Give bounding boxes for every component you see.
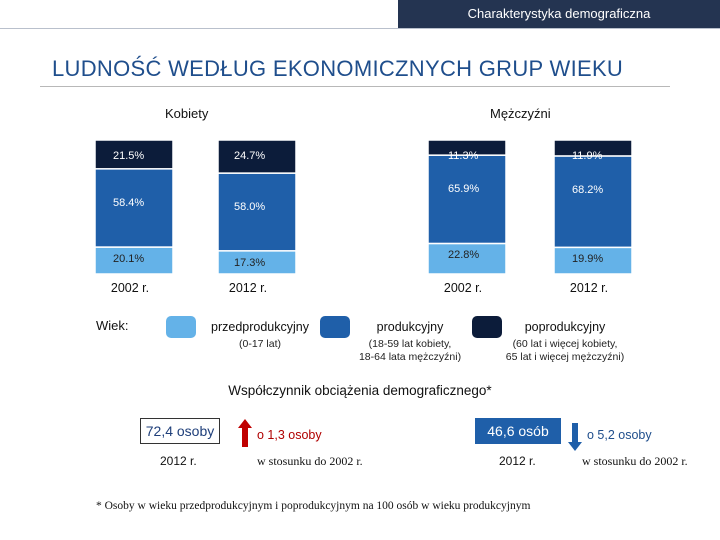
page-title: LUDNOŚĆ WEDŁUG EKONOMICZNYCH GRUP WIEKU	[52, 56, 624, 81]
legend-desc-pre: (0-17 lat)	[238, 338, 281, 350]
bar-label-men-2002-pre: 22.8%	[448, 249, 480, 262]
stacked-bar-chart	[94, 139, 633, 275]
men-dependency-compare: w stosunku do 2002 r.	[582, 454, 688, 468]
legend-name-pre: przedprodukcyjny	[211, 320, 309, 334]
title-divider	[40, 86, 670, 87]
legend-swatch-post	[472, 316, 502, 338]
bar-women-2002-pre	[94, 246, 174, 275]
header-divider	[0, 28, 720, 29]
bar-label-women-2012-post: 24.7%	[234, 150, 266, 162]
legend-swatch-working	[320, 316, 350, 338]
bar-label-men-2012-working: 68.2%	[572, 183, 604, 196]
legend-swatch-pre	[166, 316, 196, 338]
bar-men-2012-post	[553, 139, 633, 157]
legend-name-working: produkcyjny	[376, 320, 444, 334]
men-dependency-year: 2012 r.	[499, 454, 536, 468]
bar-label-women-2002-working: 58.4%	[113, 196, 145, 209]
arrow-up-icon	[238, 419, 252, 447]
bar-label-women-2002-post: 21.5%	[113, 150, 145, 162]
bar-women-2002-working	[94, 168, 174, 248]
dependency-ratio-title: Współczynnik obciążenia demograficznego*	[228, 383, 492, 398]
men-dependency-change: o 5,2 osoby	[587, 428, 652, 442]
arrow-down-icon	[568, 423, 582, 451]
legend-name-post: poprodukcyjny	[524, 320, 606, 334]
bar-men-2002-post	[427, 139, 507, 156]
year-label-women-2012: 2012 r.	[228, 281, 268, 295]
bar-label-women-2002-pre: 20.1%	[113, 253, 145, 266]
bar-women-2012-post	[217, 139, 297, 174]
women-dependency-change: o 1,3 osoby	[257, 428, 322, 442]
group-label-men: Mężczyźni	[490, 106, 551, 121]
bar-label-women-2012-working: 58.0%	[234, 201, 266, 214]
year-label-men-2002: 2002 r.	[443, 281, 483, 295]
group-label-women: Kobiety	[165, 106, 209, 121]
women-dependency-compare: w stosunku do 2002 r.	[257, 454, 363, 468]
women-dependency-value: 72,4 osoby	[140, 418, 220, 444]
bar-men-2012-working	[553, 155, 633, 249]
bar-label-men-2012-pre: 19.9%	[572, 253, 604, 266]
legend-desc-working: (18-59 lat kobiety, 18-64 lata mężczyźni…	[358, 338, 462, 363]
bar-label-men-2002-post: 11.3%	[448, 150, 479, 162]
bar-men-2002-pre	[427, 242, 507, 275]
bar-women-2002-post	[94, 139, 174, 170]
men-dependency-value: 46,6 osób	[475, 418, 561, 444]
bar-women-2012-working	[217, 172, 297, 252]
bar-label-men-2002-working: 65.9%	[448, 183, 480, 196]
header-section-title: Charakterystyka demograficzna	[398, 0, 720, 28]
bar-label-men-2012-post: 11.9%	[572, 150, 603, 162]
legend-title: Wiek:	[96, 318, 129, 333]
year-label-women-2002: 2002 r.	[110, 281, 150, 295]
bar-label-women-2012-pre: 17.3%	[234, 256, 266, 269]
footnote: * Osoby w wieku przedprodukcyjnym i popr…	[96, 500, 531, 512]
bar-men-2002-working	[427, 154, 507, 245]
legend-desc-post: (60 lat i więcej kobiety, 65 lat i więce…	[505, 338, 625, 363]
year-label-men-2012: 2012 r.	[569, 281, 609, 295]
women-dependency-year: 2012 r.	[160, 454, 197, 468]
bar-men-2012-pre	[553, 246, 633, 275]
